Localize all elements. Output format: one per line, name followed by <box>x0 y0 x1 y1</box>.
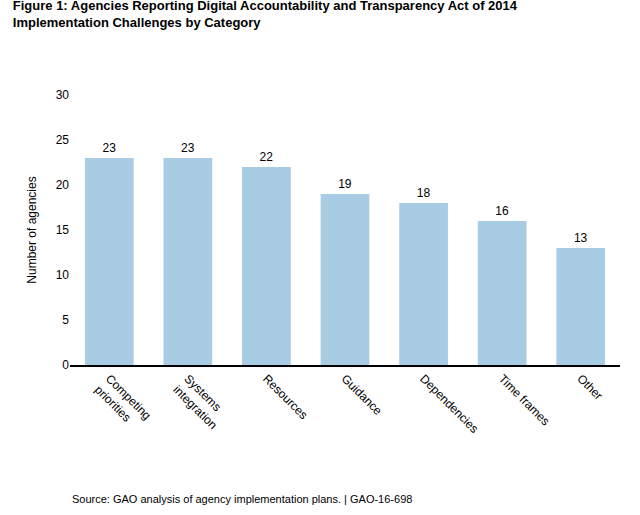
svg-text:Guidance: Guidance <box>339 372 385 418</box>
svg-text:30: 30 <box>56 88 70 102</box>
svg-text:13: 13 <box>574 231 588 245</box>
svg-text:Number of agencies: Number of agencies <box>25 176 39 283</box>
svg-text:20: 20 <box>56 178 70 192</box>
svg-text:10: 10 <box>56 268 70 282</box>
svg-text:Competingpriorities: Competingpriorities <box>92 372 154 434</box>
svg-text:18: 18 <box>417 186 431 200</box>
svg-text:Time frames: Time frames <box>496 372 553 429</box>
svg-text:Other: Other <box>574 372 605 403</box>
svg-text:Resources: Resources <box>260 372 310 422</box>
svg-text:22: 22 <box>260 150 274 164</box>
svg-text:23: 23 <box>102 141 116 155</box>
svg-text:15: 15 <box>56 223 70 237</box>
svg-text:Dependencies: Dependencies <box>417 372 481 436</box>
svg-text:5: 5 <box>62 313 69 327</box>
svg-text:Systemsintegration: Systemsintegration <box>170 372 231 433</box>
svg-text:23: 23 <box>181 141 195 155</box>
svg-text:19: 19 <box>338 177 352 191</box>
svg-text:16: 16 <box>495 204 509 218</box>
svg-text:Figure 1: Agencies Reporting D: Figure 1: Agencies Reporting Digital Acc… <box>13 0 518 30</box>
svg-text:Source: GAO analysis of agency: Source: GAO analysis of agency implement… <box>72 493 412 505</box>
svg-text:25: 25 <box>56 133 70 147</box>
svg-text:0: 0 <box>62 358 69 372</box>
